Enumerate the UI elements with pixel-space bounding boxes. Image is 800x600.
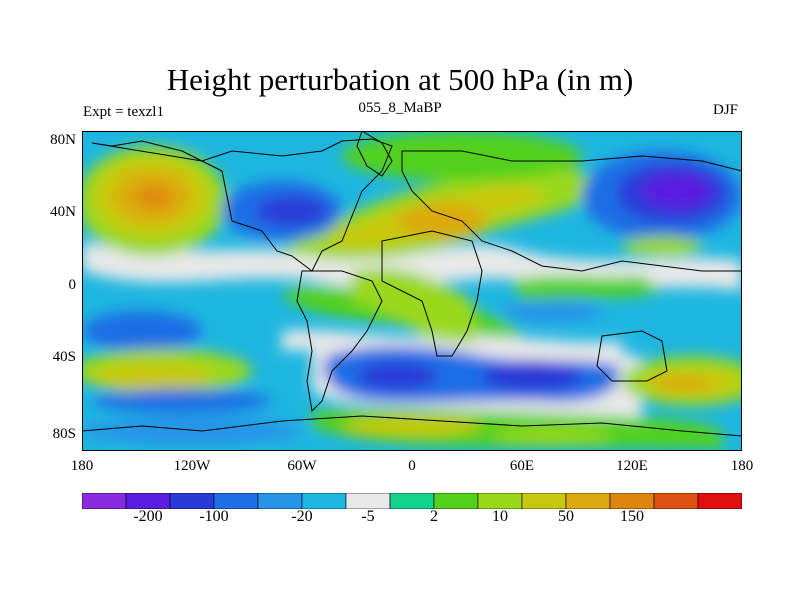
lon-label: 120E bbox=[616, 458, 648, 474]
lat-label: 80S bbox=[52, 426, 76, 442]
color-bar-swatch bbox=[345, 493, 391, 509]
color-bar-label: -5 bbox=[361, 508, 375, 525]
positive-anomaly bbox=[512, 276, 662, 301]
africa-outline bbox=[381, 230, 483, 357]
positive-anomaly bbox=[492, 428, 612, 444]
color-bar-label: 150 bbox=[620, 508, 644, 525]
positive-anomaly bbox=[352, 268, 476, 356]
eurasia-outline bbox=[401, 150, 742, 272]
lon-label: 60E bbox=[509, 458, 535, 474]
lat-label: 40N bbox=[50, 204, 76, 220]
season-label: DJF bbox=[712, 102, 738, 118]
contour-map bbox=[82, 131, 742, 451]
color-bar-swatch bbox=[301, 493, 347, 509]
color-bar-swatch bbox=[521, 493, 567, 509]
lon-label: 0 bbox=[408, 458, 416, 474]
color-bar-label: 2 bbox=[430, 508, 438, 525]
north-america-outline bbox=[91, 138, 393, 272]
color-bar-label: -100 bbox=[199, 508, 229, 525]
coastlines bbox=[82, 131, 742, 437]
negative-anomaly bbox=[482, 360, 582, 392]
greenland-outline bbox=[356, 131, 393, 177]
color-bar-swatch bbox=[433, 493, 479, 509]
color-bar-swatch bbox=[477, 493, 523, 509]
australia-outline bbox=[596, 330, 668, 382]
negative-anomaly bbox=[92, 389, 272, 413]
lat-label: 40S bbox=[52, 349, 76, 365]
color-bar-swatch bbox=[565, 493, 611, 509]
positive-anomaly bbox=[92, 362, 212, 390]
positive-anomaly bbox=[136, 187, 172, 207]
lon-label: 180 bbox=[730, 458, 754, 474]
color-bar-swatch bbox=[389, 493, 435, 509]
color-bar-swatch bbox=[82, 493, 127, 509]
color-bar-label: -200 bbox=[133, 508, 163, 525]
color-bar-label: 10 bbox=[492, 508, 508, 525]
color-bar-label: -20 bbox=[291, 508, 313, 525]
color-bar-swatch bbox=[257, 493, 303, 509]
color-bar-swatch bbox=[169, 493, 215, 509]
negative-anomaly bbox=[357, 362, 437, 390]
positive-anomaly bbox=[652, 376, 712, 392]
color-bar-swatch bbox=[697, 493, 742, 509]
negative-anomaly bbox=[82, 311, 202, 351]
lat-label: 0 bbox=[68, 277, 77, 293]
color-bar-swatch bbox=[653, 493, 699, 509]
color-bar-swatch bbox=[213, 493, 259, 509]
lon-label: 120W bbox=[173, 458, 211, 474]
lon-label: 60W bbox=[287, 458, 317, 474]
positive-anomaly bbox=[622, 236, 702, 256]
positive-anomaly bbox=[397, 203, 487, 239]
run-label: 055_8_MaBP bbox=[358, 100, 442, 116]
lon-label: 180 bbox=[70, 458, 94, 474]
lat-label: 80N bbox=[50, 132, 76, 148]
map-title: Height perturbation at 500 hPa (in m) bbox=[166, 62, 634, 97]
color-bar bbox=[82, 493, 742, 509]
negative-anomaly bbox=[502, 299, 602, 323]
experiment-label: Expt = texzl1 bbox=[83, 104, 164, 120]
south-america-outline bbox=[296, 270, 383, 413]
color-bar-swatch bbox=[125, 493, 171, 509]
map-frame bbox=[82, 131, 742, 451]
negative-anomaly bbox=[642, 173, 712, 209]
color-bar-swatch bbox=[609, 493, 655, 509]
negative-anomaly bbox=[257, 196, 327, 226]
color-bar-label: 50 bbox=[558, 508, 574, 525]
negative-anomaly bbox=[82, 417, 302, 445]
antarctica-outline bbox=[82, 415, 742, 437]
